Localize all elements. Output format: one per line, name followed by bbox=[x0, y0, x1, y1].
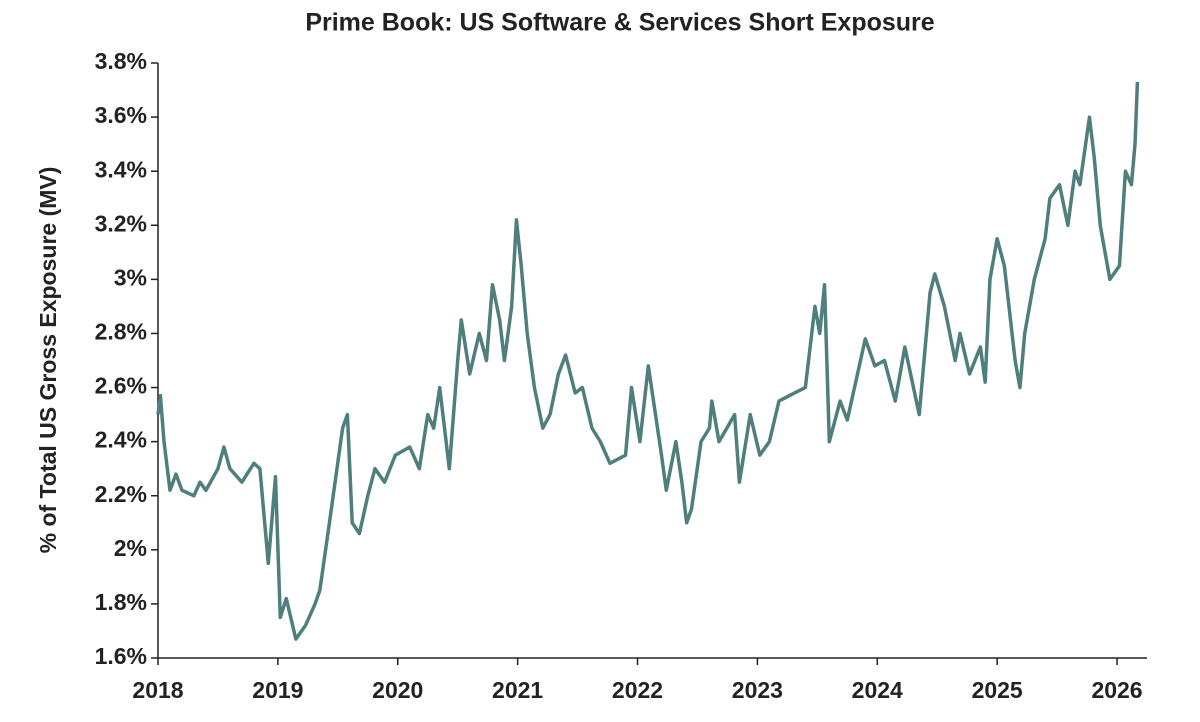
y-tick-label: 2.2% bbox=[95, 481, 147, 507]
y-tick-label: 3.4% bbox=[95, 156, 147, 182]
y-tick-label: 2.4% bbox=[95, 427, 147, 453]
x-tick-label: 2019 bbox=[252, 677, 303, 703]
y-tick-label: 1.8% bbox=[95, 589, 147, 615]
y-tick-label: 2.8% bbox=[95, 319, 147, 345]
x-tick-label: 2020 bbox=[372, 677, 423, 703]
x-tick-label: 2021 bbox=[492, 677, 543, 703]
y-axis-label: % of Total US Gross Exposure (MV) bbox=[35, 167, 61, 554]
y-tick-label: 2.6% bbox=[95, 373, 147, 399]
x-tick-label: 2024 bbox=[852, 677, 903, 703]
line-series bbox=[156, 81, 1140, 641]
x-tick-label: 2026 bbox=[1091, 677, 1142, 703]
y-tick-label: 1.6% bbox=[95, 643, 147, 669]
x-tick-label: 2022 bbox=[612, 677, 663, 703]
y-tick-label: 2% bbox=[114, 535, 147, 561]
y-tick-label: 3.2% bbox=[95, 210, 147, 236]
y-tick-label: 3% bbox=[114, 264, 147, 290]
x-tick-label: 2023 bbox=[732, 677, 783, 703]
x-tick-label: 2025 bbox=[972, 677, 1023, 703]
x-tick-label: 2018 bbox=[132, 677, 183, 703]
y-tick-label: 3.6% bbox=[95, 102, 147, 128]
y-tick-label: 3.8% bbox=[95, 48, 147, 74]
chart-title: Prime Book: US Software & Services Short… bbox=[305, 9, 934, 37]
